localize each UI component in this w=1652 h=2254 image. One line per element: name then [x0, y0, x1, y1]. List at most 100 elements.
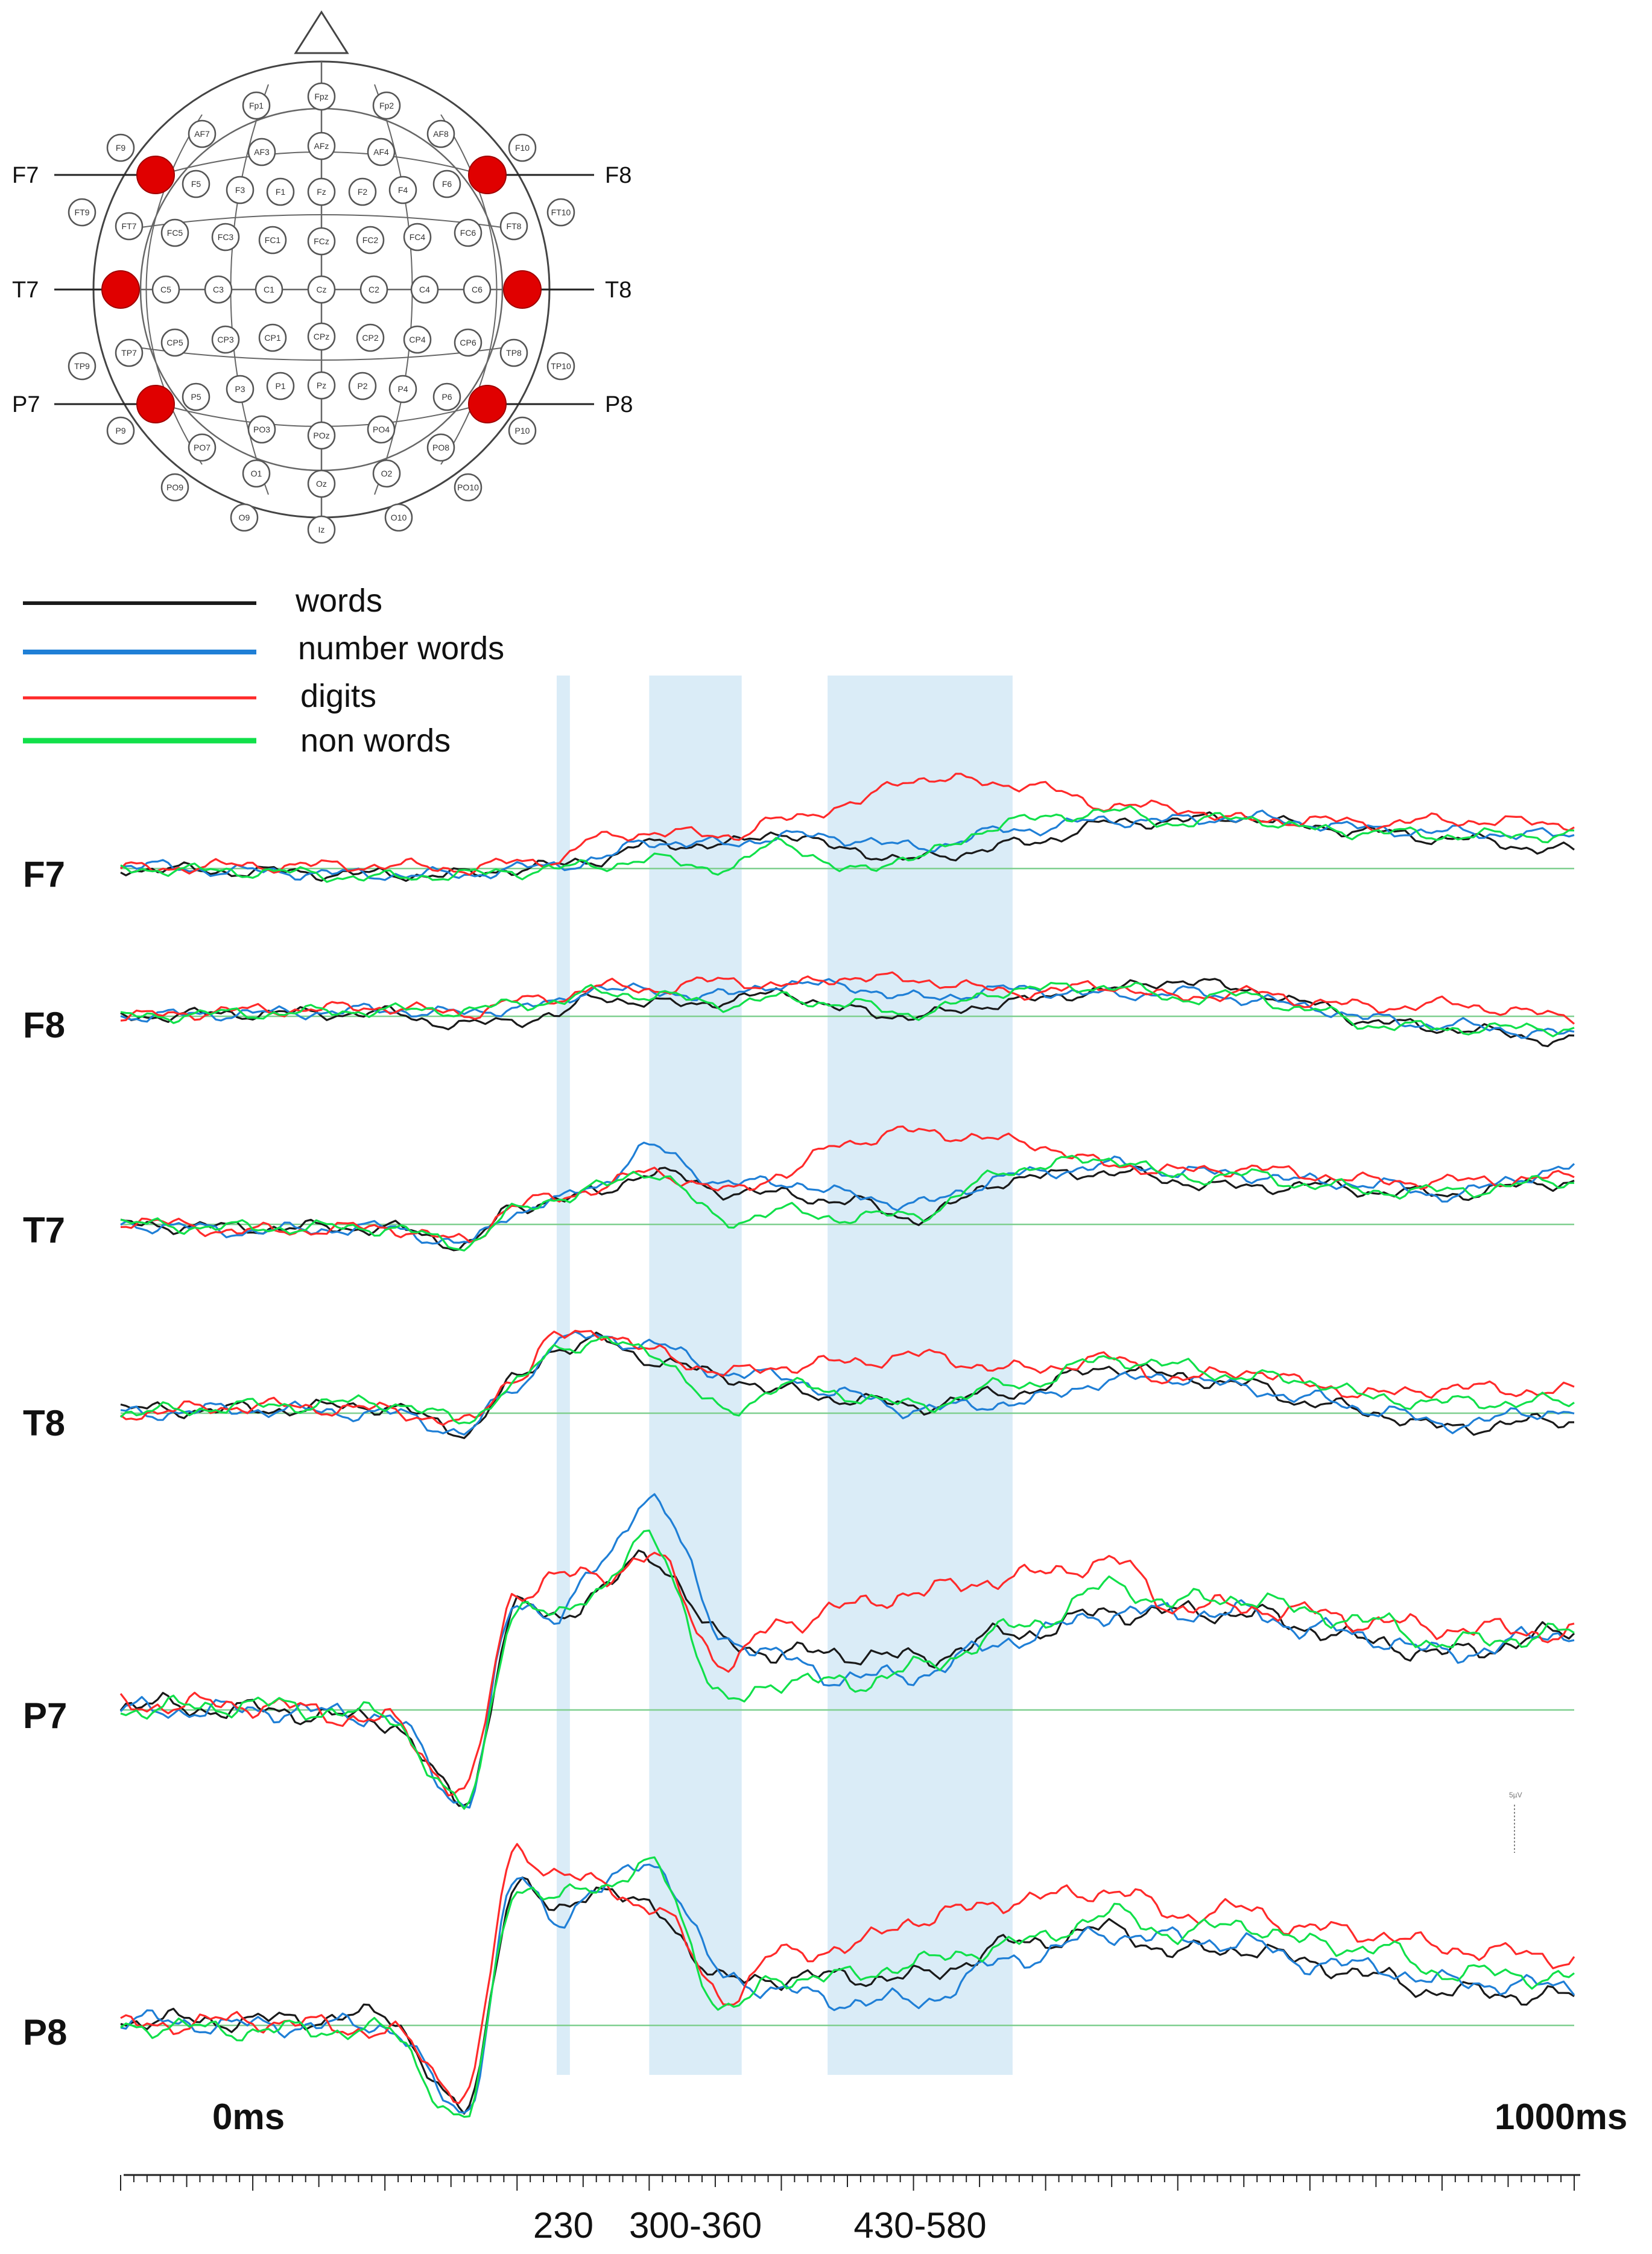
channel-label-p7: P7: [23, 1695, 67, 1736]
electrode-label: C4: [419, 285, 430, 294]
electrode-label: FT7: [122, 221, 137, 231]
electrode-label: CPz: [314, 332, 329, 341]
series-p8-non-words: [120, 1856, 1575, 2118]
electrode-label: Pz: [317, 381, 326, 390]
electrode-label: CP6: [460, 338, 476, 347]
electrode-poz: POz: [307, 421, 336, 450]
electrode-fc3: FC3: [211, 223, 240, 252]
electrode-circle: [188, 119, 217, 148]
electrode-circle: [388, 375, 417, 404]
electrode-label: TP10: [551, 361, 571, 371]
electrode-circle: [188, 433, 217, 462]
electrode-circle: [226, 375, 255, 404]
electrode-label: P4: [397, 384, 408, 394]
electrode-circle: [115, 212, 144, 241]
electrode-circle: [242, 91, 271, 120]
side-label-F8: F8: [605, 163, 631, 188]
series-t7-number-words: [120, 1141, 1575, 1245]
electrode-circle: [546, 198, 575, 227]
electrode-c6: C6: [463, 275, 492, 304]
electrode-tp10: TP10: [546, 352, 575, 381]
scale-bar-label: 5µV: [1509, 1791, 1522, 1799]
electrode-circle: [508, 133, 537, 162]
electrode-label: Fpz: [314, 92, 328, 101]
electrode-circle: [258, 323, 287, 352]
electrode-c4: C4: [410, 275, 439, 304]
electrode-circle: [372, 91, 401, 120]
electrode-label: O9: [239, 513, 250, 522]
electrode-po8: PO8: [426, 433, 455, 462]
legend-label-words: words: [295, 583, 382, 619]
electrode-po7: PO7: [188, 433, 217, 462]
electrode-f5: F5: [182, 169, 210, 198]
electrode-circle: [242, 459, 271, 488]
electrode-iz: Iz: [307, 515, 336, 544]
electrode-af7: AF7: [188, 119, 217, 148]
legend-label-non-words: non words: [300, 723, 451, 759]
electrode-label: P5: [191, 392, 201, 402]
electrode-label: AF4: [373, 147, 389, 157]
electrode-label: CP4: [409, 335, 425, 344]
electrode-f4: F4: [388, 176, 417, 204]
electrode-c3: C3: [204, 275, 233, 304]
electrode-label: F1: [276, 187, 286, 197]
series-f7-number-words: [120, 809, 1575, 881]
electrode-circle: [247, 138, 276, 166]
electrode-p1: P1: [266, 372, 295, 400]
electrode-o1: O1: [242, 459, 271, 488]
series-p8-digits: [120, 1843, 1575, 2104]
electrode-circle: [247, 415, 276, 444]
electrode-label: FC3: [218, 232, 234, 242]
electrode-po4: PO4: [367, 415, 396, 444]
electrode-circle: [211, 325, 240, 354]
electrode-circle: [182, 382, 210, 411]
electrode-label: Fp1: [249, 101, 264, 110]
electrode-fc1: FC1: [258, 226, 287, 255]
window-label-430-580: 430-580: [853, 2205, 986, 2246]
electrode-f9: F9: [106, 133, 135, 162]
electrode-circle: [160, 473, 189, 502]
electrode-circle: [226, 176, 255, 204]
electrode-circle: [307, 469, 336, 498]
electrode-circle: [307, 322, 336, 351]
time-axis: 0ms 1000ms: [120, 2097, 1627, 2191]
electrode-o10: O10: [384, 503, 413, 532]
electrode-label: F6: [442, 179, 452, 189]
electrode-label: P6: [441, 392, 452, 402]
electrode-label: TP7: [121, 348, 137, 358]
highlighted-electrode-f8: [468, 156, 507, 194]
electrode-label: PO9: [166, 483, 183, 492]
electrode-cp2: CP2: [356, 323, 385, 352]
electrode-afz: AFz: [307, 131, 336, 160]
electrode-f2: F2: [348, 177, 377, 206]
electrode-circle: [508, 416, 537, 445]
electrode-circle: [307, 371, 336, 400]
channel-t7: T7: [23, 1125, 1575, 1252]
electrode-p4: P4: [388, 375, 417, 404]
channel-f8: F8: [23, 971, 1575, 1048]
electrode-circle: [211, 223, 240, 252]
electrode-circle: [384, 503, 413, 532]
electrode-fc2: FC2: [356, 226, 385, 255]
electrode-label: FCz: [314, 236, 329, 246]
window-label-300-360: 300-360: [629, 2205, 762, 2246]
electrode-f10: F10: [508, 133, 537, 162]
electrode-circle: [307, 421, 336, 450]
electrode-layer: Fpz Fp1 Fp2 AF7 AF8 AF3 AFz AF4 F9 F10 F5 F3 F1 Fz F2 F…: [68, 82, 575, 544]
electrode-pz: Pz: [307, 371, 336, 400]
highlight-windows: [557, 676, 1013, 2075]
highlight-window-230: [557, 676, 570, 2075]
electrode-label: Fp2: [379, 101, 394, 110]
arc-left-outer: [145, 114, 203, 465]
electrode-circle: [307, 131, 336, 160]
electrode-label: P9: [115, 426, 125, 435]
electrode-cp4: CP4: [403, 325, 432, 354]
series-f7-non-words: [120, 805, 1575, 883]
highlighted-electrode-f7: [136, 156, 175, 194]
electrode-circle: [151, 275, 180, 304]
electrode-circle: [403, 223, 432, 252]
electrode-label: P10: [515, 426, 530, 435]
electrode-o9: O9: [230, 503, 259, 532]
series-p7-words: [119, 1550, 1575, 1807]
